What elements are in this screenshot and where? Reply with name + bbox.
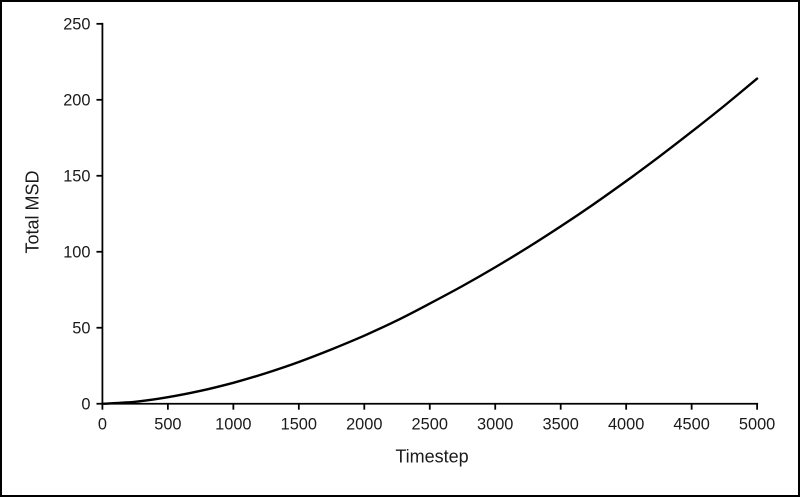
x-axis-tick-label: 500 [154, 416, 181, 434]
y-axis-title: Total MSD [22, 170, 43, 254]
x-axis-tick-label: 4500 [673, 416, 709, 434]
y-axis-tick-label: 250 [63, 16, 90, 34]
x-axis-tick-label: 1000 [215, 416, 251, 434]
x-axis-tick-label: 3500 [542, 416, 578, 434]
x-axis-title: Timestep [395, 446, 469, 467]
x-axis-tick-label: 2000 [346, 416, 382, 434]
x-axis-tick-label: 1500 [281, 416, 317, 434]
x-axis-tick-label: 3000 [477, 416, 513, 434]
total-msd-curve [101, 77, 759, 405]
y-axis-tick-label: 200 [63, 92, 90, 110]
y-axis-tick-label: 0 [81, 395, 90, 413]
x-axis-tick-label: 0 [98, 416, 107, 434]
y-axis-tick-label: 150 [63, 168, 90, 186]
y-axis-tick-label: 100 [63, 244, 90, 262]
x-axis-tick-label: 2500 [412, 416, 448, 434]
x-axis-tick-label: 5000 [739, 416, 775, 434]
y-axis-tick-label: 50 [72, 319, 90, 337]
x-axis-tick-label: 4000 [608, 416, 644, 434]
